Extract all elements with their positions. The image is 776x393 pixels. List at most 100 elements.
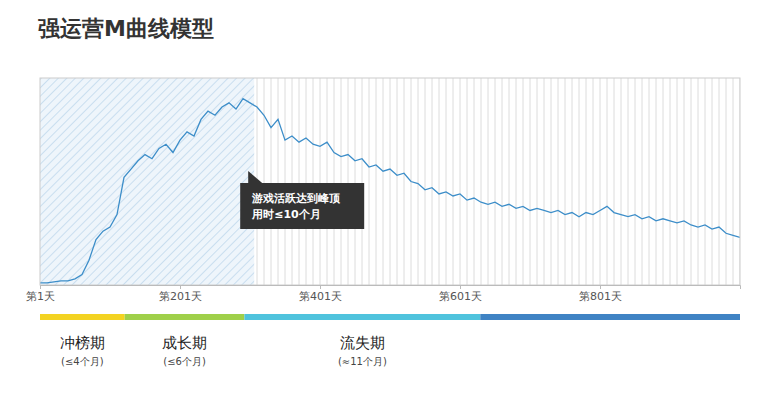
- grid-line: [467, 78, 468, 285]
- x-tick: 第601天: [439, 285, 482, 303]
- phases: 冲榜期(≤4个月)成长期(≤6个月)流失期(≈11个月): [40, 314, 740, 367]
- grid-line: [530, 78, 531, 285]
- grid-line: [481, 78, 482, 285]
- phase-label: 冲榜期: [60, 334, 105, 352]
- annotation-text: 用时≤10个月: [251, 208, 321, 221]
- grid-line: [537, 78, 538, 285]
- grid-line: [292, 78, 293, 285]
- grid-line: [565, 78, 566, 285]
- grid-line: [691, 78, 692, 285]
- grid-line: [642, 78, 643, 285]
- x-tick-mark: [600, 285, 601, 289]
- grid-line: [453, 78, 454, 285]
- grid-line: [516, 78, 517, 285]
- grid-line: [495, 78, 496, 285]
- phase-label: 成长期: [162, 334, 207, 352]
- grid-line: [327, 78, 328, 285]
- phase-note: (≤6个月): [163, 356, 206, 367]
- x-tick-label: 第401天: [299, 290, 342, 303]
- grid-line: [719, 78, 720, 285]
- x-tick: 第201天: [159, 285, 202, 303]
- x-tick-label: 第601天: [439, 290, 482, 303]
- grid-line: [362, 78, 363, 285]
- x-tick-label: 第1天: [26, 290, 55, 303]
- grid-line: [586, 78, 587, 285]
- grid: [40, 78, 740, 285]
- grid-line: [278, 78, 279, 285]
- x-tick-mark: [40, 285, 41, 289]
- grid-line: [649, 78, 650, 285]
- annotation-box: [240, 183, 364, 229]
- grid-line: [320, 78, 321, 285]
- annotation-text: 游戏活跃达到峰顶: [251, 192, 341, 205]
- grid-line: [705, 78, 706, 285]
- grid-line: [271, 78, 272, 285]
- grid-line: [551, 78, 552, 285]
- grid-line: [607, 78, 608, 285]
- grid-line: [341, 78, 342, 285]
- grid-line: [684, 78, 685, 285]
- grid-line: [635, 78, 636, 285]
- grid-line: [432, 78, 433, 285]
- x-tick-mark: [320, 285, 321, 289]
- grid-line: [572, 78, 573, 285]
- grid-line: [509, 78, 510, 285]
- grid-line: [579, 78, 580, 285]
- x-axis: 第1天 第201天 第401天 第601天 第801天: [26, 285, 741, 303]
- grid-line: [460, 78, 461, 285]
- chart: 强运营M曲线模型第1天 第201天 第401天 第601天 第801天 游戏活跃达到峰顶用…: [0, 0, 776, 393]
- grid-line: [474, 78, 475, 285]
- x-tick: 第1天: [26, 285, 55, 303]
- plot-background: [40, 78, 740, 285]
- phase-bar: [125, 314, 245, 320]
- grid-line: [698, 78, 699, 285]
- phase-bar: [40, 314, 125, 320]
- grid-line: [628, 78, 629, 285]
- x-axis-line: [41, 286, 741, 290]
- grid-line: [523, 78, 524, 285]
- grid-line: [348, 78, 349, 285]
- highlight-region: [40, 78, 254, 285]
- grid-line: [600, 78, 601, 285]
- grid-line: [285, 78, 286, 285]
- grid-line: [383, 78, 384, 285]
- grid-line: [663, 78, 664, 285]
- grid-line: [712, 78, 713, 285]
- grid-line: [376, 78, 377, 285]
- grid-line: [488, 78, 489, 285]
- grid-line: [439, 78, 440, 285]
- grid-line: [313, 78, 314, 285]
- x-tick-mark: [180, 285, 181, 289]
- grid-line: [670, 78, 671, 285]
- grid-line: [264, 78, 265, 285]
- grid-line: [502, 78, 503, 285]
- x-tick: 第401天: [299, 285, 342, 303]
- x-tick-label: 第801天: [579, 290, 622, 303]
- grid-line: [355, 78, 356, 285]
- grid-line: [299, 78, 300, 285]
- phase-bar: [244, 314, 480, 320]
- grid-line: [334, 78, 335, 285]
- grid-line: [733, 78, 734, 285]
- grid-line: [558, 78, 559, 285]
- grid-line: [593, 78, 594, 285]
- annotation: 游戏活跃达到峰顶用时≤10个月: [240, 171, 364, 229]
- grid-line: [397, 78, 398, 285]
- grid-line: [404, 78, 405, 285]
- phase-bar: [480, 314, 740, 320]
- title: 强运营M曲线模型: [38, 16, 214, 41]
- grid-line: [726, 78, 727, 285]
- x-tick: 第801天: [579, 285, 622, 303]
- grid-line: [425, 78, 426, 285]
- phase-label: 流失期: [340, 334, 385, 352]
- x-tick-mark: [460, 285, 461, 289]
- phase-note: (≈11个月): [338, 356, 387, 367]
- plot-area: [40, 78, 740, 285]
- grid-line: [656, 78, 657, 285]
- grid-line: [677, 78, 678, 285]
- x-tick-label: 第201天: [159, 290, 202, 303]
- grid-line: [614, 78, 615, 285]
- grid-line: [621, 78, 622, 285]
- annotation-pointer: [248, 171, 262, 183]
- grid-line: [369, 78, 370, 285]
